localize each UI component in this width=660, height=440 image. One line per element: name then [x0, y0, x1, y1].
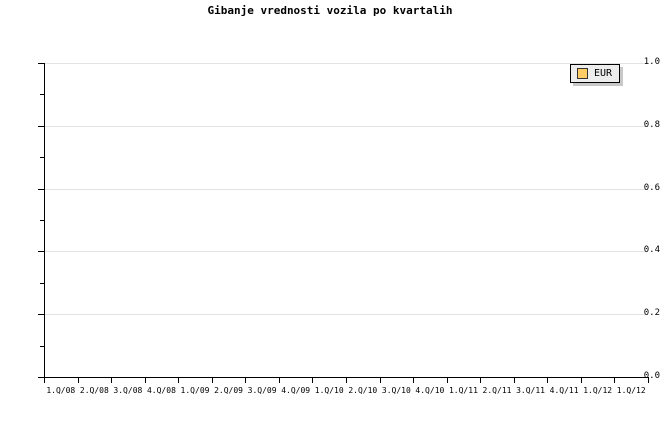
x-axis-label: 2.Q/08: [79, 386, 109, 395]
x-axis-label: 2.Q/09: [214, 386, 243, 395]
x-tick: [547, 378, 548, 383]
y-tick-major: [38, 188, 44, 190]
x-tick: [514, 378, 515, 383]
x-axis-label: 1.Q/12: [583, 386, 613, 395]
x-tick: [44, 378, 45, 383]
x-tick: [413, 378, 414, 383]
x-axis-label: 3.Q/08: [113, 386, 143, 395]
x-tick: [245, 378, 246, 383]
plot-area: [44, 63, 648, 378]
x-tick: [279, 378, 280, 383]
x-axis-label: 3.Q/09: [247, 386, 277, 395]
y-axis: [0, 0, 36, 440]
x-tick: [111, 378, 112, 383]
gridline-y: [44, 125, 648, 127]
x-axis-label: 2.Q/11: [482, 386, 512, 395]
legend-label-eur: EUR: [594, 68, 613, 79]
x-axis-label: 3.Q/10: [381, 386, 411, 395]
chart-legend[interactable]: EUR: [570, 64, 621, 83]
chart-title: Gibanje vrednosti vozila po kvartalih: [207, 4, 453, 17]
x-axis-label: 4.Q/08: [146, 386, 176, 395]
gridline-y: [44, 251, 648, 253]
x-axis-label: 1.Q/10: [314, 386, 344, 395]
y-tick-major: [38, 63, 44, 64]
y-axis-label: 0.4: [643, 245, 660, 256]
y-tick-minor: [40, 345, 44, 347]
y-axis-label: 1.0: [643, 57, 660, 67]
y-tick-major: [38, 125, 44, 127]
y-axis-label: 0.2: [643, 308, 660, 319]
x-tick: [581, 378, 582, 383]
x-tick: [145, 378, 146, 383]
x-axis-label: 3.Q/11: [516, 386, 545, 395]
x-tick: [380, 378, 381, 383]
x-axis-label: 4.Q/10: [415, 386, 445, 395]
x-tick: [614, 378, 615, 383]
y-axis-label: 0.8: [643, 119, 660, 130]
x-axis-label: 1.Q/08: [46, 386, 76, 395]
x-tick: [178, 378, 179, 383]
x-axis-label: 1.Q/09: [180, 386, 210, 395]
y-tick-major: [38, 377, 44, 378]
y-axis-label: 0.0: [643, 371, 660, 381]
x-tick: [648, 378, 649, 383]
x-tick: [78, 378, 79, 383]
x-axis-label: 1.Q/12: [616, 386, 646, 395]
x-tick: [312, 378, 313, 383]
y-tick-minor: [40, 94, 44, 96]
gridline-y: [44, 188, 648, 190]
x-axis-label: 2.Q/10: [348, 386, 378, 395]
x-axis-line: [44, 377, 649, 378]
x-axis-label: 1.Q/11: [448, 386, 478, 395]
y-tick-minor: [40, 220, 44, 221]
x-axis-label: 4.Q/09: [281, 386, 311, 395]
y-tick-major: [38, 314, 44, 316]
x-tick: [480, 378, 481, 383]
y-tick-minor: [40, 282, 44, 284]
y-axis-line: [44, 63, 45, 378]
gridline-y: [44, 63, 648, 64]
y-tick-minor: [40, 157, 44, 159]
legend-swatch-eur: [577, 68, 588, 79]
y-axis-label: 0.6: [643, 182, 660, 193]
gridline-y: [44, 314, 648, 316]
x-tick: [447, 378, 448, 383]
x-axis-label: 4.Q/11: [549, 386, 579, 395]
x-tick: [346, 378, 347, 383]
y-tick-major: [38, 251, 44, 253]
x-tick: [212, 378, 213, 383]
